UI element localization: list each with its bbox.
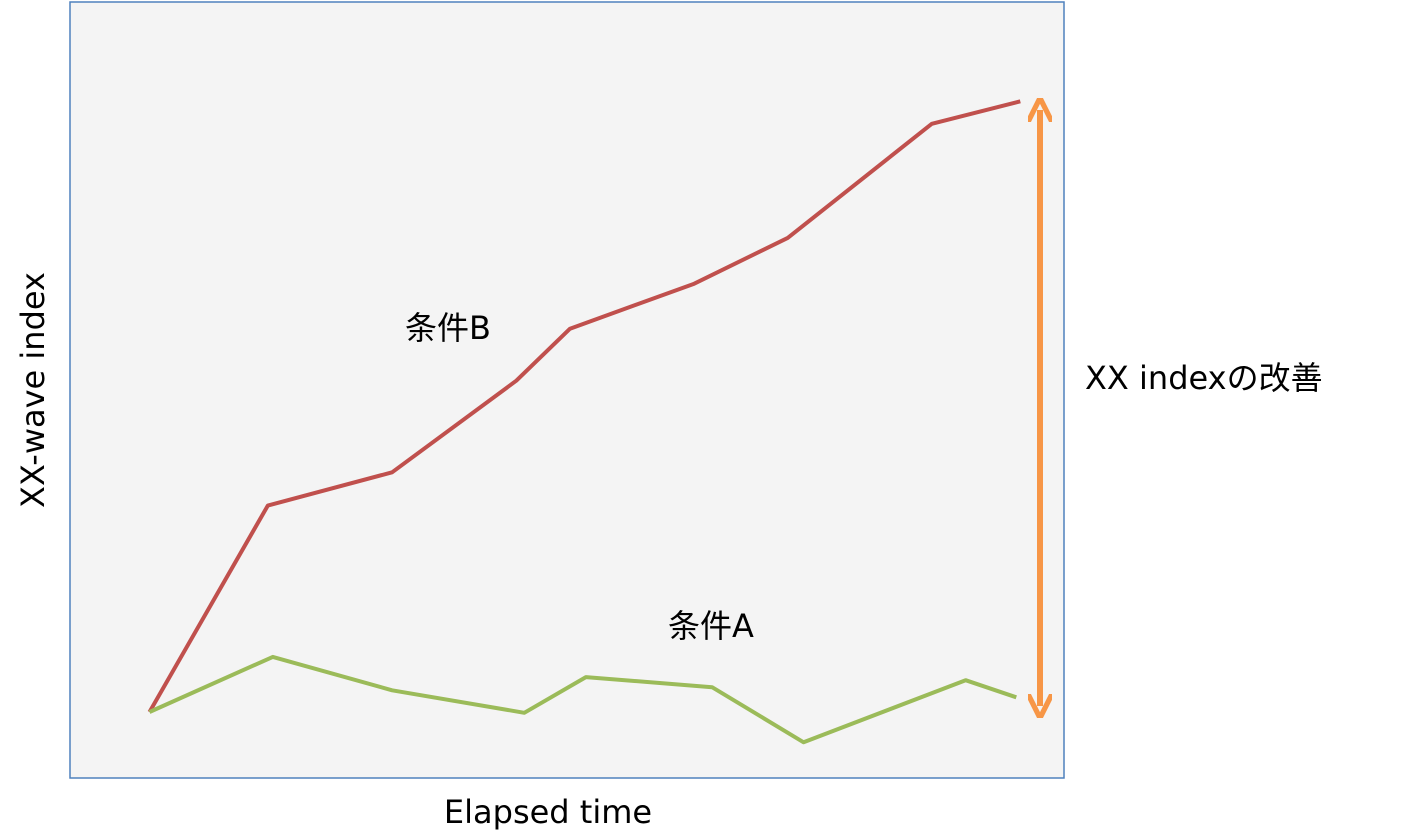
series-line [148,654,1017,745]
y-axis-label: XX-wave index [14,272,52,508]
plot-area [69,1,1065,779]
annotation: XX indexの改善 [1085,359,1323,397]
series-label: 条件B [405,309,491,347]
x-axis-label: Elapsed time [444,793,652,831]
series-label: 条件A [668,607,754,645]
series-line [147,99,1021,713]
